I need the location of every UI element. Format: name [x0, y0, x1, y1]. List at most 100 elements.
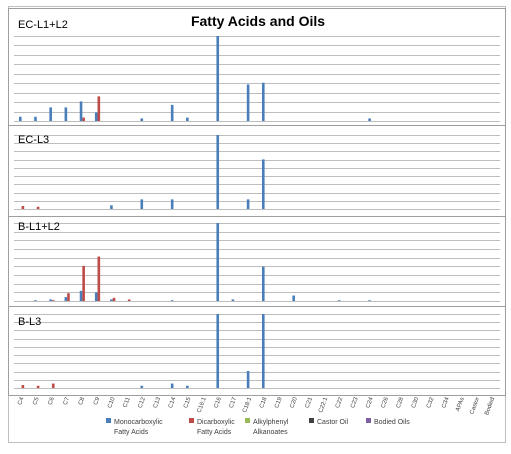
panel-label: EC-L3 [18, 134, 49, 146]
bar [140, 199, 144, 209]
bar [216, 135, 220, 209]
bar [337, 300, 341, 301]
bar [368, 118, 371, 121]
bar [140, 385, 144, 388]
bar [170, 104, 174, 121]
tick-label: C32 [426, 396, 436, 409]
panel-frame [8, 125, 506, 217]
tick-label: C12 [138, 396, 148, 409]
tick-label: C13 [153, 396, 163, 409]
tick-label: C17 [229, 396, 239, 409]
tick-label: C22:1 [318, 396, 329, 414]
tick-label: C23 [350, 396, 360, 409]
bar [246, 84, 250, 121]
tick-label: C30 [411, 396, 421, 409]
tick-label: C21 [305, 396, 315, 409]
bar [110, 299, 113, 301]
panel-frame [8, 306, 506, 396]
bar [36, 206, 40, 209]
legend-swatch [366, 418, 371, 423]
bar [97, 96, 101, 121]
tick-label: C15 [183, 396, 193, 409]
bar [18, 116, 22, 121]
tick-label: C5 [32, 396, 40, 406]
legend-label: Fatty Acids [114, 429, 149, 436]
bar [110, 205, 113, 209]
bar [36, 385, 40, 388]
bar [261, 82, 265, 121]
legend-item: Castor Oil [309, 418, 349, 426]
bar [170, 199, 174, 209]
tick-label: C9 [93, 396, 101, 406]
panel-ec-l3: EC-L3 [8, 125, 506, 217]
x-axis-ticks: C4 C5 C6 C7 C8 C9 C10 C11 C12 C13 C14 C15 C16:1 C16 C1… [17, 396, 496, 416]
bar [67, 293, 70, 301]
bar [51, 300, 55, 301]
bar [216, 36, 220, 121]
bar [368, 300, 371, 301]
legend-swatch [189, 418, 194, 423]
tick-label: APAs [455, 397, 466, 413]
bar [186, 117, 189, 121]
legend-item: Dicarboxylic Fatty Acids [189, 418, 235, 436]
legend-swatch [245, 418, 250, 423]
legend-swatch [309, 418, 314, 423]
chart-title: Fatty Acids and Oils [191, 13, 325, 29]
bar [216, 223, 220, 301]
tick-label: C16 [214, 396, 224, 409]
tick-label: C20 [289, 396, 299, 409]
bar [261, 159, 265, 209]
bar [127, 299, 131, 301]
bar [82, 265, 85, 301]
bar [140, 118, 144, 121]
panel-b-l1-l2: B-L1+L2 [8, 216, 506, 307]
bar [94, 112, 98, 121]
bar [64, 297, 68, 301]
legend-label: Monocarboxylic [114, 419, 163, 426]
bar [216, 314, 220, 388]
bar [34, 116, 37, 121]
legend-label: Castor Oil [317, 419, 349, 426]
panel-label: B-L1+L2 [18, 221, 60, 233]
bar [34, 300, 37, 301]
tick-label: C8 [78, 396, 86, 406]
tick-label: C22 [335, 396, 345, 409]
bar [79, 101, 83, 121]
panel-ec-l1-l2: EC-L1+L2 [8, 8, 506, 126]
tick-label: C19 [274, 396, 284, 409]
tick-label: C24 [365, 396, 375, 409]
panel-label: B-L3 [18, 316, 41, 328]
legend-swatch [106, 418, 111, 423]
bar [82, 117, 85, 121]
bar [49, 299, 52, 301]
bar [112, 297, 116, 301]
bar [246, 199, 250, 209]
panel-frame [8, 8, 506, 126]
panel-frame [8, 216, 506, 307]
legend-item: Bodied Oils [366, 418, 410, 426]
panel-b-l3: B-L3 [8, 306, 506, 396]
bar [51, 383, 55, 388]
bar [261, 314, 265, 388]
tick-label: C14 [168, 396, 178, 409]
tick-label: C18 [259, 396, 269, 409]
bar [292, 295, 295, 301]
bar [97, 256, 101, 301]
tick-label: C4 [17, 396, 25, 406]
bar [21, 206, 25, 209]
bar [170, 300, 174, 301]
bar [231, 299, 235, 301]
legend-item: Alkylphenyl Alkanoates [245, 418, 289, 436]
bar [64, 107, 68, 121]
bar [261, 266, 265, 301]
legend-label: Fatty Acids [197, 429, 232, 436]
tick-label: C26 [381, 396, 391, 409]
bar [79, 290, 83, 301]
legend-item: Monocarboxylic Fatty Acids [106, 418, 163, 436]
tick-label: C7 [63, 396, 71, 406]
bar [94, 292, 98, 301]
tick-label: C6 [48, 396, 56, 406]
panel-label: EC-L1+L2 [18, 19, 68, 31]
legend: Monocarboxylic Fatty Acids Dicarboxylic Fat… [106, 418, 410, 436]
